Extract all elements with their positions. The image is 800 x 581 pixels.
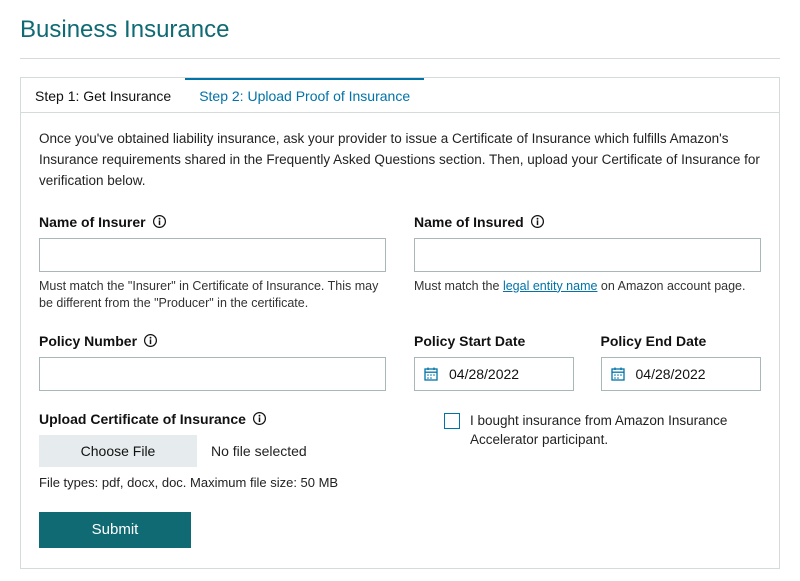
info-icon[interactable] [143, 333, 158, 348]
insurer-input[interactable] [39, 238, 386, 272]
calendar-icon [423, 366, 439, 382]
accelerator-checkbox-label: I bought insurance from Amazon Insurance… [470, 411, 761, 450]
policy-end-value: 04/28/2022 [636, 366, 706, 382]
policy-start-value: 04/28/2022 [449, 366, 519, 382]
page-title: Business Insurance [20, 16, 780, 44]
insured-helper: Must match the legal entity name on Amaz… [414, 278, 761, 296]
policy-number-input[interactable] [39, 357, 386, 391]
insurer-helper: Must match the "Insurer" in Certificate … [39, 278, 386, 313]
tab-step-2[interactable]: Step 2: Upload Proof of Insurance [185, 78, 424, 112]
legal-entity-link[interactable]: legal entity name [503, 279, 598, 293]
policy-number-label: Policy Number [39, 333, 137, 349]
divider [20, 58, 780, 59]
form-panel: Once you've obtained liability insurance… [20, 112, 780, 569]
calendar-icon [610, 366, 626, 382]
policy-end-input[interactable]: 04/28/2022 [601, 357, 761, 391]
accelerator-checkbox[interactable] [444, 413, 460, 429]
file-hint: File types: pdf, docx, doc. Maximum file… [39, 475, 386, 490]
info-icon[interactable] [152, 214, 167, 229]
info-icon[interactable] [530, 214, 545, 229]
insured-helper-suffix: on Amazon account page. [597, 279, 745, 293]
choose-file-button[interactable]: Choose File [39, 435, 197, 467]
tab-step-1[interactable]: Step 1: Get Insurance [21, 78, 185, 112]
file-status: No file selected [211, 443, 307, 459]
policy-end-label: Policy End Date [601, 333, 707, 349]
tab-bar: Step 1: Get Insurance Step 2: Upload Pro… [20, 77, 780, 112]
insurer-label: Name of Insurer [39, 214, 146, 230]
intro-text: Once you've obtained liability insurance… [39, 129, 761, 192]
upload-label: Upload Certificate of Insurance [39, 411, 246, 427]
insured-input[interactable] [414, 238, 761, 272]
insured-helper-prefix: Must match the [414, 279, 503, 293]
policy-start-label: Policy Start Date [414, 333, 525, 349]
info-icon[interactable] [252, 411, 267, 426]
policy-start-input[interactable]: 04/28/2022 [414, 357, 574, 391]
submit-button[interactable]: Submit [39, 512, 191, 548]
insured-label: Name of Insured [414, 214, 524, 230]
